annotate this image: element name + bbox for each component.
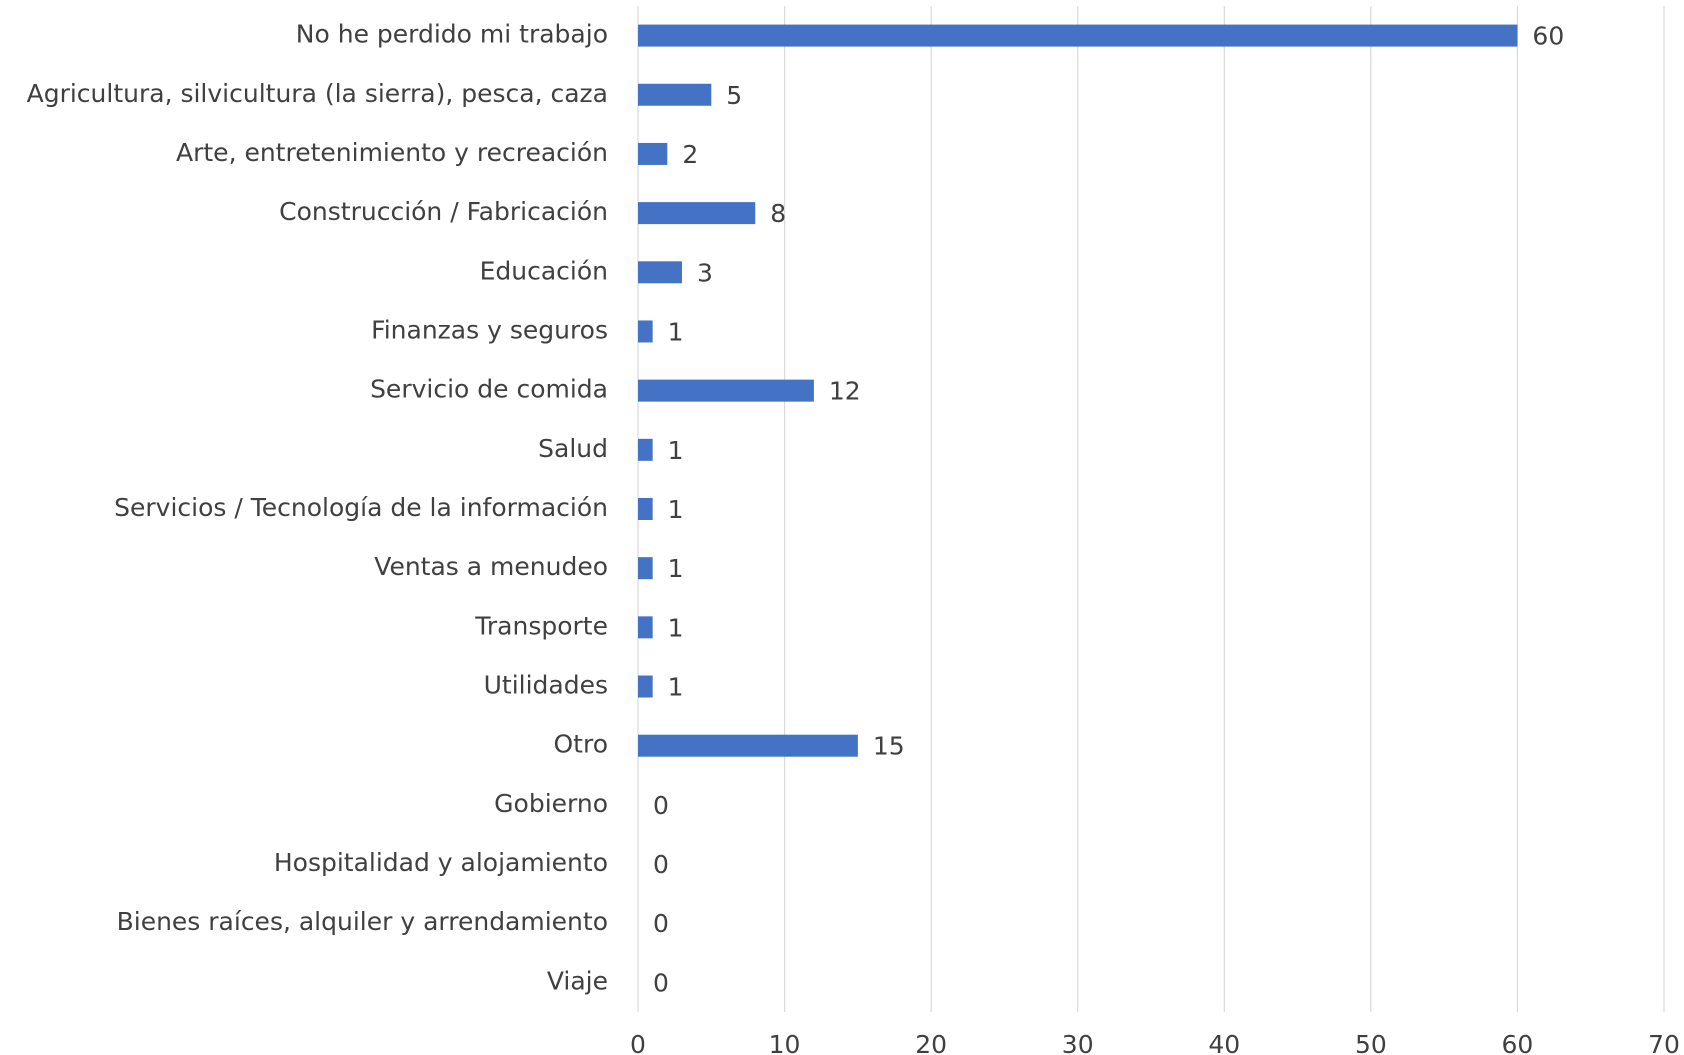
data-label: 0 xyxy=(653,909,669,938)
y-tick-label: Finanzas y seguros xyxy=(371,315,608,344)
data-label: 1 xyxy=(668,613,684,642)
data-label: 12 xyxy=(829,377,861,406)
x-tick-label: 60 xyxy=(1502,1030,1534,1055)
bar xyxy=(638,557,653,580)
data-label: 5 xyxy=(726,81,742,110)
data-label: 1 xyxy=(668,495,684,524)
data-label: 3 xyxy=(697,258,713,287)
y-tick-label: Arte, entretenimiento y recreación xyxy=(176,138,608,167)
y-tick-label: Hospitalidad y alojamiento xyxy=(274,848,608,877)
data-label: 1 xyxy=(668,436,684,465)
x-tick-label: 30 xyxy=(1062,1030,1094,1055)
data-label: 8 xyxy=(770,199,786,228)
data-label: 0 xyxy=(653,791,669,820)
bar xyxy=(638,438,653,461)
bar xyxy=(638,202,756,225)
y-tick-label: Educación xyxy=(480,256,608,285)
bar xyxy=(638,83,712,106)
x-tick-label: 50 xyxy=(1355,1030,1387,1055)
x-tick-label: 20 xyxy=(915,1030,947,1055)
data-label: 15 xyxy=(873,732,905,761)
y-tick-label: Agricultura, silvicultura (la sierra), p… xyxy=(27,79,608,108)
bar xyxy=(638,142,668,165)
bar xyxy=(638,379,814,402)
bar xyxy=(638,734,858,757)
y-tick-label: No he perdido mi trabajo xyxy=(296,20,608,49)
y-tick-label: Gobierno xyxy=(494,789,608,818)
data-label: 60 xyxy=(1532,22,1564,51)
y-tick-label: Construcción / Fabricación xyxy=(279,197,608,226)
data-label: 1 xyxy=(668,317,684,346)
data-label: 1 xyxy=(668,673,684,702)
data-label: 2 xyxy=(682,140,698,169)
bar xyxy=(638,675,653,698)
y-tick-label: Transporte xyxy=(474,611,608,640)
y-tick-label: Bienes raíces, alquiler y arrendamiento xyxy=(117,907,608,936)
bar xyxy=(638,616,653,639)
y-tick-label: Servicio de comida xyxy=(370,375,608,404)
y-tick-label: Salud xyxy=(538,434,608,463)
x-tick-label: 10 xyxy=(769,1030,801,1055)
x-tick-label: 70 xyxy=(1648,1030,1680,1055)
y-tick-label: Otro xyxy=(553,730,608,759)
x-tick-label: 0 xyxy=(630,1030,646,1055)
y-tick-label: Ventas a menudeo xyxy=(374,552,608,581)
bar xyxy=(638,24,1518,47)
data-label: 1 xyxy=(668,554,684,583)
y-tick-label: Utilidades xyxy=(484,671,608,700)
data-label: 0 xyxy=(653,850,669,879)
bar xyxy=(638,261,682,284)
y-tick-label: Viaje xyxy=(547,966,608,995)
data-label: 0 xyxy=(653,968,669,997)
x-tick-label: 40 xyxy=(1208,1030,1240,1055)
bar xyxy=(638,320,653,343)
bar xyxy=(638,498,653,520)
y-tick-label: Servicios / Tecnología de la información xyxy=(114,493,608,522)
